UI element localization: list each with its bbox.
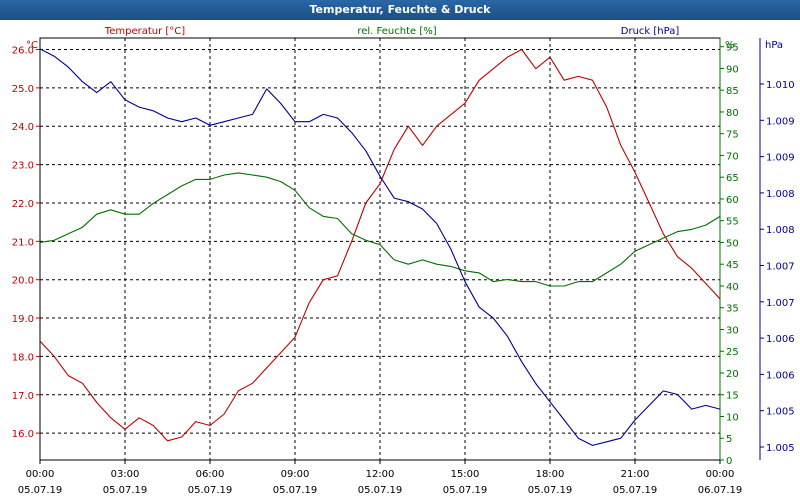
humidity-tick-label: 55 [726, 217, 739, 228]
x-tick-time: 18:00 [536, 469, 565, 480]
pressure-tick-label: 1.006 [766, 370, 795, 381]
pressure-series-line [39, 48, 721, 446]
pressure-unit-label: hPa [765, 40, 783, 51]
humidity-tick-label: 40 [726, 282, 739, 293]
x-axis: 00:00 05.07.19 03:00 05.07.19 06:00 05.07.19 0… [18, 460, 743, 496]
x-tick-date: 05.07.19 [273, 485, 318, 496]
humidity-tick-label: 20 [726, 369, 739, 380]
humidity-tick-label: 15 [726, 391, 739, 402]
x-tick-date: 05.07.19 [613, 485, 658, 496]
humidity-tick-label: 45 [726, 260, 739, 271]
humidity-tick-label: 25 [726, 347, 739, 358]
pressure-tick-label: 1.008 [766, 189, 795, 200]
temperature-tick-label: 25.0 [12, 84, 34, 95]
temperature-tick-label: 20.0 [12, 276, 34, 287]
humidity-tick-label: 75 [726, 130, 739, 141]
temperature-tick-label: 18.0 [12, 352, 34, 363]
humidity-tick-label: 5 [726, 434, 732, 445]
x-tick-date: 05.07.19 [528, 485, 573, 496]
pressure-tick-label: 1.005 [766, 443, 795, 454]
pressure-tick-label: 1.009 [766, 116, 795, 127]
series-lines [39, 48, 721, 446]
grid-lines [40, 38, 720, 460]
x-tick-date: 05.07.19 [103, 485, 148, 496]
pressure-tick-label: 1.005 [766, 407, 795, 418]
temperature-axis: 16.0 17.0 18.0 19.0 20.0 21.0 22.0 23.0 24.0 25.0… [12, 46, 40, 440]
pressure-tick-label: 1.006 [766, 334, 795, 345]
humidity-axis: 0 5 10 15 20 25 30 35 40 45 50 55 60 65 70 75 80 85 90 95 [719, 38, 739, 467]
humidity-tick-label: 85 [726, 86, 739, 97]
pressure-tick-label: 1.007 [766, 262, 795, 273]
humidity-tick-label: 70 [726, 151, 739, 162]
x-tick-time: 00:00 [26, 469, 55, 480]
humidity-series-line [39, 172, 721, 287]
x-tick-date: 05.07.19 [188, 485, 233, 496]
temperature-series-line [39, 48, 721, 442]
x-tick-date: 05.07.19 [358, 485, 403, 496]
humidity-tick-label: 60 [726, 195, 739, 206]
humidity-tick-label: 30 [726, 325, 739, 336]
temperature-tick-label: 21.0 [12, 237, 34, 248]
legend-pressure: Druck [hPa] [621, 26, 680, 37]
humidity-tick-label: 0 [726, 456, 732, 467]
humidity-tick-label: 35 [726, 304, 739, 315]
pressure-axis: 1.005 1.005 1.006 1.006 1.007 1.007 1.008 1.008… [759, 38, 795, 460]
x-tick-time: 15:00 [451, 469, 480, 480]
x-tick-time: 09:00 [281, 469, 310, 480]
legend-temperature: Temperatur [°C] [104, 26, 185, 37]
x-tick-time: 00:00 [706, 469, 735, 480]
humidity-tick-label: 10 [726, 412, 739, 423]
temperature-tick-label: 26.0 [12, 46, 34, 57]
x-tick-date: 05.07.19 [18, 485, 63, 496]
temperature-tick-label: 17.0 [12, 391, 34, 402]
temperature-tick-label: 16.0 [12, 429, 34, 440]
humidity-tick-label: 65 [726, 173, 739, 184]
legend-humidity: rel. Feuchte [%] [357, 26, 436, 37]
x-tick-time: 03:00 [111, 469, 140, 480]
temperature-tick-label: 19.0 [12, 314, 34, 325]
temperature-unit-label: °C [26, 40, 38, 51]
humidity-tick-label: 90 [726, 64, 739, 75]
pressure-tick-label: 1.009 [766, 153, 795, 164]
humidity-unit-label: % [725, 40, 735, 51]
humidity-tick-label: 50 [726, 238, 739, 249]
x-tick-time: 21:00 [621, 469, 650, 480]
temperature-tick-label: 24.0 [12, 122, 34, 133]
pressure-tick-label: 1.008 [766, 225, 795, 236]
pressure-tick-label: 1.010 [766, 80, 795, 91]
x-tick-time: 12:00 [366, 469, 395, 480]
temperature-tick-label: 22.0 [12, 199, 34, 210]
x-tick-time: 06:00 [196, 469, 225, 480]
pressure-tick-label: 1.007 [766, 298, 795, 309]
x-tick-date: 05.07.19 [443, 485, 488, 496]
window-title: Temperatur, Feuchte & Druck [0, 0, 800, 20]
temperature-tick-label: 23.0 [12, 161, 34, 172]
humidity-tick-label: 95 [726, 43, 739, 54]
humidity-tick-label: 80 [726, 108, 739, 119]
x-tick-date: 06.07.19 [698, 485, 743, 496]
